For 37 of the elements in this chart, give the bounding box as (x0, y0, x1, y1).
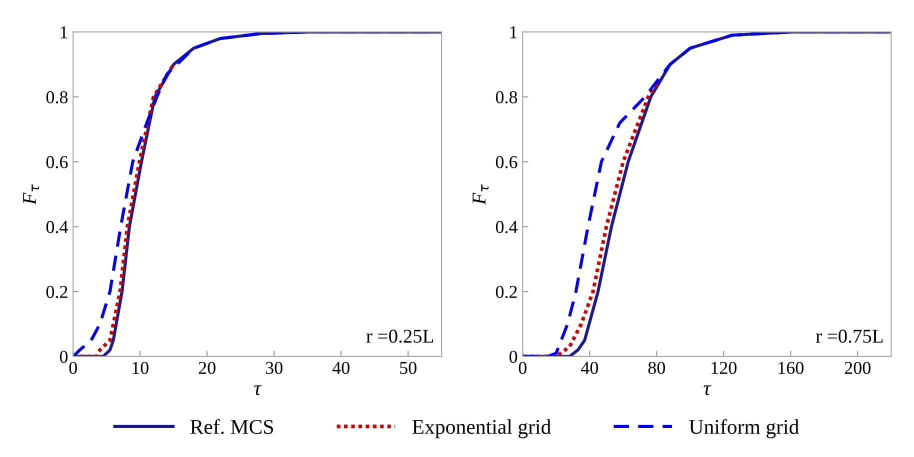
x-tick-label: 0 (518, 362, 526, 374)
line-series (73, 32, 442, 356)
x-tick-label: 30 (266, 362, 282, 374)
line-series (73, 62, 176, 356)
x-tick-label: 0 (69, 362, 77, 374)
line-series (522, 32, 892, 356)
y-tick-label: 0 (60, 350, 68, 363)
y-tick-label: 0 (509, 350, 518, 363)
y-tick-label: 0.8 (496, 91, 518, 104)
y-tick-label: 0.2 (46, 286, 68, 298)
legend-label: Ref. MCS (190, 419, 273, 434)
y-tick-label: 0.4 (46, 220, 68, 234)
line-series (522, 82, 658, 356)
x-tick-label: 40 (332, 362, 350, 374)
legend-label: Exponential grid (412, 419, 551, 438)
legend-label: Uniform grid (689, 419, 799, 438)
annotation: r =0.75L (816, 330, 883, 343)
y-tick-label: 1 (60, 26, 68, 38)
y-axis-title: F$_{τ}$ (472, 184, 489, 205)
y-tick-label: 0.8 (46, 91, 68, 104)
y-tick-label: 0.4 (496, 220, 518, 234)
x-tick-label: 10 (132, 362, 148, 374)
x-tick-label: 120 (712, 362, 737, 374)
x-axis-title: τ (704, 385, 712, 396)
y-tick-label: 0.6 (496, 156, 518, 168)
x-tick-label: 40 (580, 362, 598, 374)
x-tick-label: 160 (778, 362, 804, 374)
x-tick-label: 200 (844, 362, 871, 374)
y-tick-label: 0.6 (46, 156, 68, 168)
annotation: r =0.25L (366, 330, 434, 343)
y-tick-label: 0.2 (496, 286, 517, 298)
x-tick-label: 20 (198, 362, 216, 374)
x-axis-title: τ (254, 385, 262, 396)
x-tick-label: 50 (400, 362, 416, 374)
y-tick-label: 1 (510, 26, 517, 38)
x-tick-label: 80 (648, 362, 665, 374)
y-axis-title: F$_{τ}$ (23, 184, 40, 205)
